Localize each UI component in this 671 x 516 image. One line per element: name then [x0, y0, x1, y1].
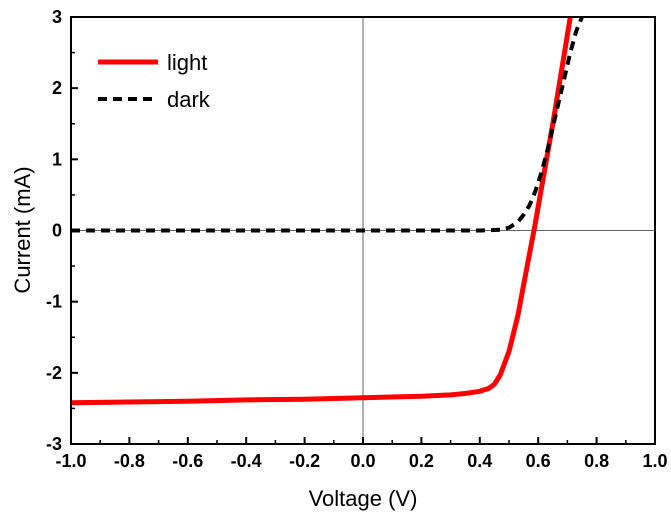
legend-label-dark: dark — [167, 87, 211, 112]
x-tick-label: -0.6 — [172, 451, 203, 471]
y-axis-ticks: -3 -2 -1 0 1 2 3 — [46, 7, 78, 454]
x-tick-label: 1.0 — [642, 451, 667, 471]
x-tick-label: 0.4 — [467, 451, 492, 471]
x-tick-label: -1.0 — [55, 451, 86, 471]
x-tick-label: 0.0 — [350, 451, 375, 471]
series-layer — [71, 17, 584, 406]
y-tick-label: 0 — [52, 221, 62, 241]
x-axis-title: Voltage (V) — [309, 486, 418, 511]
x-tick-label: 0.6 — [526, 451, 551, 471]
x-tick-label: 0.2 — [409, 451, 434, 471]
legend: light dark — [98, 50, 211, 112]
y-tick-label: -1 — [46, 292, 62, 312]
x-axis-ticks: -1.0 -0.8 -0.6 -0.4 -0.2 0.0 0.2 0.4 0.6 0.8 1.0 — [55, 437, 668, 471]
y-axis-title: Current (mA) — [10, 166, 35, 293]
y-tick-label: -2 — [46, 363, 62, 383]
series-line-dark — [71, 17, 584, 233]
x-tick-label: -0.2 — [289, 451, 320, 471]
y-tick-label: 1 — [52, 149, 62, 169]
y-tick-label: 2 — [52, 78, 62, 98]
x-tick-label: 0.8 — [584, 451, 609, 471]
y-tick-label: 3 — [52, 7, 62, 27]
y-tick-label: -3 — [46, 434, 62, 454]
legend-label-light: light — [167, 50, 207, 75]
x-tick-label: -0.8 — [114, 451, 145, 471]
x-tick-label: -0.4 — [231, 451, 262, 471]
